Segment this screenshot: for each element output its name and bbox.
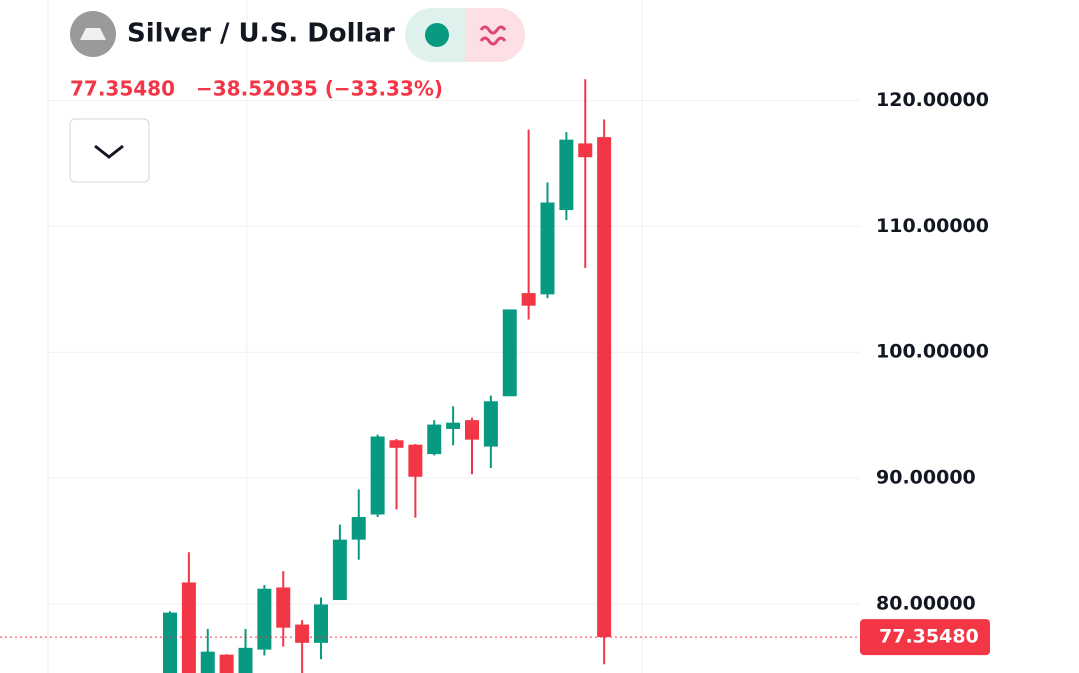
candle-body	[521, 293, 536, 306]
candle-body	[389, 440, 404, 448]
candles	[163, 79, 612, 673]
candle-body	[332, 539, 347, 601]
candle-body	[408, 444, 423, 477]
candle-body	[219, 654, 234, 673]
candle-body	[559, 139, 574, 211]
price-axis: 80.00000 90.00000 100.00000 110.00000 120.00…	[876, 89, 989, 614]
last-price-label: 77.35480	[879, 626, 979, 648]
collapse-button[interactable]	[69, 118, 150, 183]
candle-body	[427, 424, 442, 455]
y-tick-label: 90.00000	[876, 467, 976, 489]
candle-body	[540, 202, 555, 295]
candle-body	[276, 587, 291, 628]
candle-body	[446, 422, 461, 429]
candle-body	[163, 612, 177, 673]
delayed-icon	[479, 25, 507, 46]
status-pill-right	[465, 8, 525, 62]
y-tick-label: 100.00000	[876, 341, 989, 363]
candle-body	[370, 436, 385, 515]
y-tick-label: 80.00000	[876, 592, 976, 614]
chart-title: Silver / U.S. Dollar	[127, 19, 395, 49]
symbol-icon-bar	[80, 28, 106, 40]
candle-body	[578, 143, 593, 158]
candle-body	[238, 647, 253, 673]
candle-body	[257, 588, 272, 650]
price-change: −38.52035 (−33.33%)	[196, 77, 443, 101]
candle-body	[314, 604, 328, 643]
market-open-dot	[425, 23, 449, 47]
candle-body	[483, 401, 498, 447]
candle-body	[295, 624, 310, 643]
last-price-box	[860, 619, 990, 656]
candle-body	[351, 517, 366, 540]
y-tick-label: 110.00000	[876, 215, 989, 237]
candle-body	[465, 420, 479, 440]
y-tick-label: 120.00000	[876, 89, 989, 111]
grid	[48, 100, 860, 605]
candle-body	[597, 137, 612, 638]
candle-body	[200, 651, 215, 673]
candle-body	[181, 582, 196, 673]
chevron	[94, 144, 124, 159]
last-price: 77.35480	[70, 77, 175, 101]
candle-body	[502, 309, 517, 397]
